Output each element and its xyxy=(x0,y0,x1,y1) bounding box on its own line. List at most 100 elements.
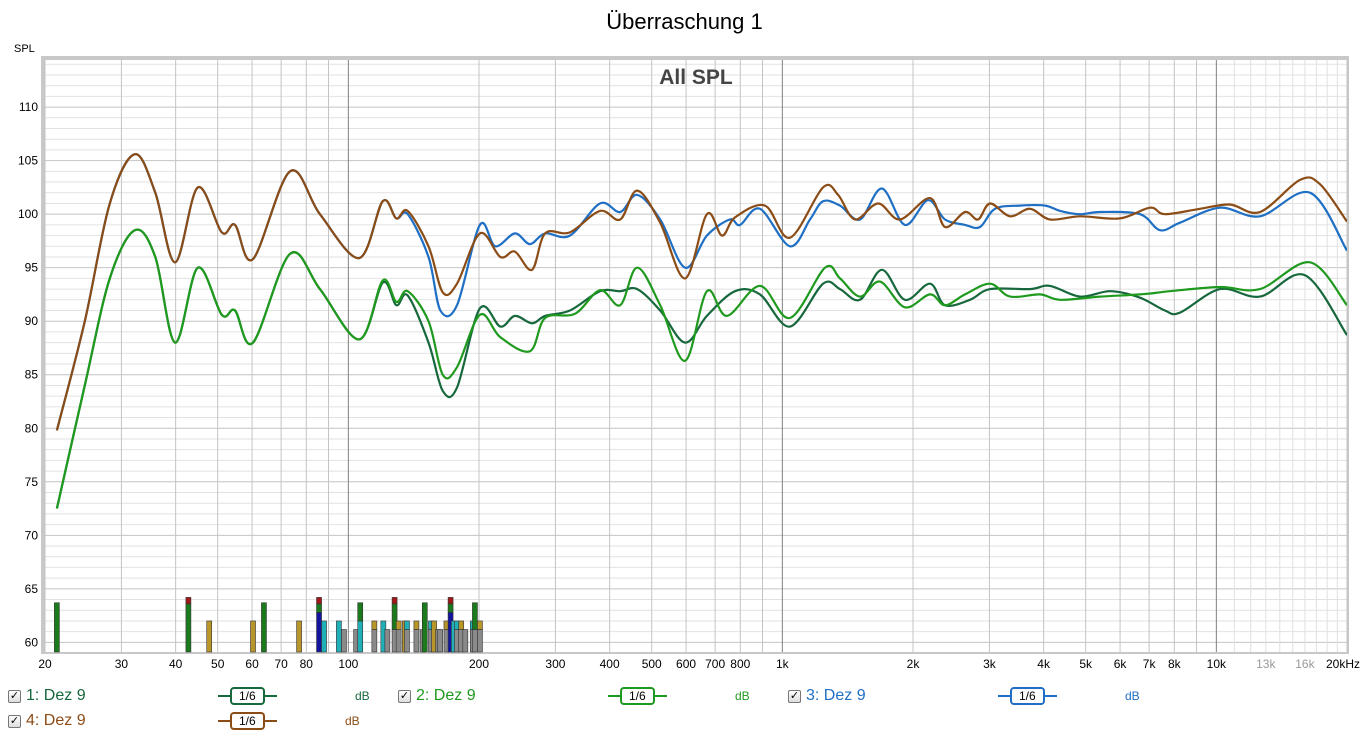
y-tick-label: 105 xyxy=(18,154,38,168)
x-tick-label: 20kHz xyxy=(1326,657,1360,671)
marker-bar xyxy=(472,602,478,653)
legend-item-3: ✓ 3: Dez 9 xyxy=(788,686,866,706)
y-axis-label: SPL xyxy=(14,43,35,55)
smoothing-badge[interactable]: 1/6 xyxy=(998,686,1057,706)
series-line-4 xyxy=(55,153,1347,431)
smoothing-badge[interactable]: 1/6 xyxy=(218,686,277,706)
marker-segment xyxy=(357,620,364,653)
marker-bar xyxy=(250,620,256,653)
marker-segment xyxy=(316,597,322,605)
legend-checkbox[interactable]: ✓ xyxy=(398,689,411,703)
legend-label[interactable]: 1: Dez 9 xyxy=(26,687,86,704)
x-tick-label: 13k xyxy=(1256,657,1276,671)
marker-bar xyxy=(477,620,483,653)
y-tick-label: 100 xyxy=(18,207,38,221)
x-tick-label: 800 xyxy=(730,657,750,671)
marker-segment xyxy=(404,629,410,653)
line-sample xyxy=(1044,695,1057,697)
marker-bar xyxy=(384,629,391,653)
marker-segment xyxy=(413,629,420,653)
x-tick-label: 700 xyxy=(705,657,725,671)
x-tick-label: 7k xyxy=(1143,657,1157,671)
marker-segment xyxy=(391,597,398,605)
marker-segment xyxy=(395,629,402,653)
marker-segment xyxy=(447,597,454,605)
legend-label[interactable]: 3: Dez 9 xyxy=(806,687,866,704)
x-tick-label: 70 xyxy=(274,657,288,671)
x-tick-label: 3k xyxy=(983,657,997,671)
marker-segment xyxy=(336,620,342,653)
smoothing-label: 1/6 xyxy=(230,712,265,730)
x-tick-label: 6k xyxy=(1114,657,1128,671)
marker-segment xyxy=(341,629,347,653)
y-tick-label: 95 xyxy=(25,261,39,275)
marker-segment xyxy=(321,620,327,653)
line-sample xyxy=(654,695,667,697)
marker-segment xyxy=(371,629,378,653)
marker-bar xyxy=(261,602,267,653)
marker-segment xyxy=(371,620,378,630)
smoothing-badge[interactable]: 1/6 xyxy=(218,711,277,731)
marker-bar xyxy=(185,597,192,653)
marker-bar xyxy=(316,597,322,653)
marker-segment xyxy=(413,620,420,630)
smoothing-label: 1/6 xyxy=(1010,687,1045,705)
plot-area xyxy=(45,60,1347,652)
legend-checkbox[interactable]: ✓ xyxy=(8,689,21,703)
y-tick-label: 70 xyxy=(25,528,39,542)
x-tick-label: 100 xyxy=(338,657,358,671)
line-sample xyxy=(998,695,1010,697)
marker-segment xyxy=(472,602,478,630)
x-tick-label: 400 xyxy=(600,657,620,671)
marker-segment xyxy=(185,603,192,653)
legend-unit: dB xyxy=(1125,689,1140,703)
x-tick-label: 200 xyxy=(469,657,489,671)
x-tick-label: 40 xyxy=(169,657,183,671)
marker-segment xyxy=(447,603,454,613)
marker-segment xyxy=(437,629,444,653)
x-tick-label: 500 xyxy=(642,657,662,671)
x-tick-label: 2k xyxy=(907,657,921,671)
line-sample xyxy=(218,695,230,697)
y-tick-label: 75 xyxy=(25,475,39,489)
marker-segment xyxy=(404,620,410,630)
x-tick-label: 8k xyxy=(1168,657,1182,671)
line-sample xyxy=(218,720,230,722)
y-tick-label: 90 xyxy=(25,314,39,328)
marker-bar xyxy=(371,620,378,653)
legend-unit: dB xyxy=(345,714,360,728)
marker-bar xyxy=(321,620,327,653)
line-sample xyxy=(264,695,277,697)
y-tick-label: 85 xyxy=(25,368,39,382)
marker-bar xyxy=(395,620,402,653)
y-tick-label: 60 xyxy=(25,635,39,649)
x-tick-label: 4k xyxy=(1037,657,1051,671)
marker-bar xyxy=(206,620,213,653)
marker-bar xyxy=(421,602,428,653)
marker-segment xyxy=(357,602,364,622)
x-tick-label: 50 xyxy=(211,657,225,671)
y-tick-label: 80 xyxy=(25,421,39,435)
x-tick-label: 600 xyxy=(676,657,696,671)
legend-label[interactable]: 2: Dez 9 xyxy=(416,687,476,704)
series-line-2 xyxy=(55,228,1347,509)
legend-checkbox[interactable]: ✓ xyxy=(788,689,801,703)
marker-segment xyxy=(296,620,302,653)
x-tick-label: 300 xyxy=(545,657,565,671)
smoothing-badge[interactable]: 1/6 xyxy=(608,686,667,706)
legend-item-4: ✓ 4: Dez 9 xyxy=(8,711,86,731)
marker-segment xyxy=(54,602,60,653)
legend-checkbox[interactable]: ✓ xyxy=(8,714,21,728)
spl-chart[interactable]: SPL 60 65 70 75 80 85 90 95 100 105 110 20 30 40 50 60 70… xyxy=(0,0,1369,680)
legend-label[interactable]: 4: Dez 9 xyxy=(26,712,86,729)
marker-bar xyxy=(462,629,469,653)
marker-segment xyxy=(458,620,465,630)
x-tick-label: 5k xyxy=(1079,657,1093,671)
marker-segment xyxy=(462,629,469,653)
legend-item-2: ✓ 2: Dez 9 xyxy=(398,686,476,706)
mode-markers xyxy=(54,597,483,653)
marker-segment xyxy=(477,629,483,653)
marker-bar xyxy=(296,620,302,653)
marker-bar xyxy=(404,620,410,653)
legend-item-1: ✓ 1: Dez 9 xyxy=(8,686,86,706)
